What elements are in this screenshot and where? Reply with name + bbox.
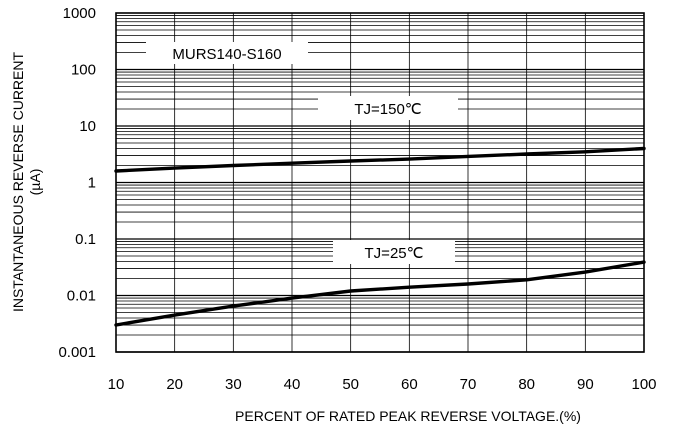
x-tick-label: 40 — [284, 376, 301, 393]
x-tick-label: 70 — [460, 376, 477, 393]
annotation-tj150-box — [318, 96, 458, 120]
x-axis-label: PERCENT OF RATED PEAK REVERSE VOLTAGE.(%… — [235, 408, 581, 424]
x-tick-label: 100 — [631, 376, 656, 393]
annotation-model: MURS140-S160 — [146, 42, 308, 64]
y-tick-label: 100 — [71, 62, 96, 79]
y-tick-label: 0.1 — [75, 231, 96, 248]
annotation-model-box — [146, 42, 308, 64]
annotation-model-text: MURS140-S160 — [172, 46, 281, 63]
annotations: MURS140-S160 TJ=150℃ TJ=25℃ — [146, 42, 458, 264]
x-tick-label: 90 — [577, 376, 594, 393]
series-line-0 — [114, 146, 646, 173]
y-tick-label: 0.001 — [58, 344, 96, 361]
tick-labels: 10 20 30 40 50 60 70 80 90 100 0.001 0.01 0.1 1 10 100 1… — [58, 5, 656, 393]
annotation-tj150: TJ=150℃ — [318, 96, 458, 120]
series-lines — [114, 146, 646, 327]
plot-border — [115, 12, 645, 353]
y-tick-label: 10 — [79, 118, 96, 135]
y-tick-label: 1 — [88, 175, 96, 192]
x-tick-label: 50 — [342, 376, 359, 393]
x-tick-label: 80 — [518, 376, 535, 393]
y-tick-label: 0.01 — [67, 288, 96, 305]
x-tick-label: 20 — [166, 376, 183, 393]
annotation-tj25-box — [333, 240, 455, 264]
y-axis-label-line1: INSTANTANEOUS REVERSE CURRENT — [10, 52, 26, 313]
x-tick-label: 10 — [108, 376, 125, 393]
annotation-tj25-text: TJ=25℃ — [365, 245, 424, 262]
annotation-tj25: TJ=25℃ — [333, 240, 455, 264]
y-axis-label-line2: (µA) — [27, 169, 43, 196]
series-line-1 — [114, 260, 646, 327]
y-tick-label: 1000 — [63, 5, 96, 22]
x-tick-label: 30 — [225, 376, 242, 393]
annotation-tj150-text: TJ=150℃ — [354, 101, 421, 118]
x-tick-label: 60 — [401, 376, 418, 393]
